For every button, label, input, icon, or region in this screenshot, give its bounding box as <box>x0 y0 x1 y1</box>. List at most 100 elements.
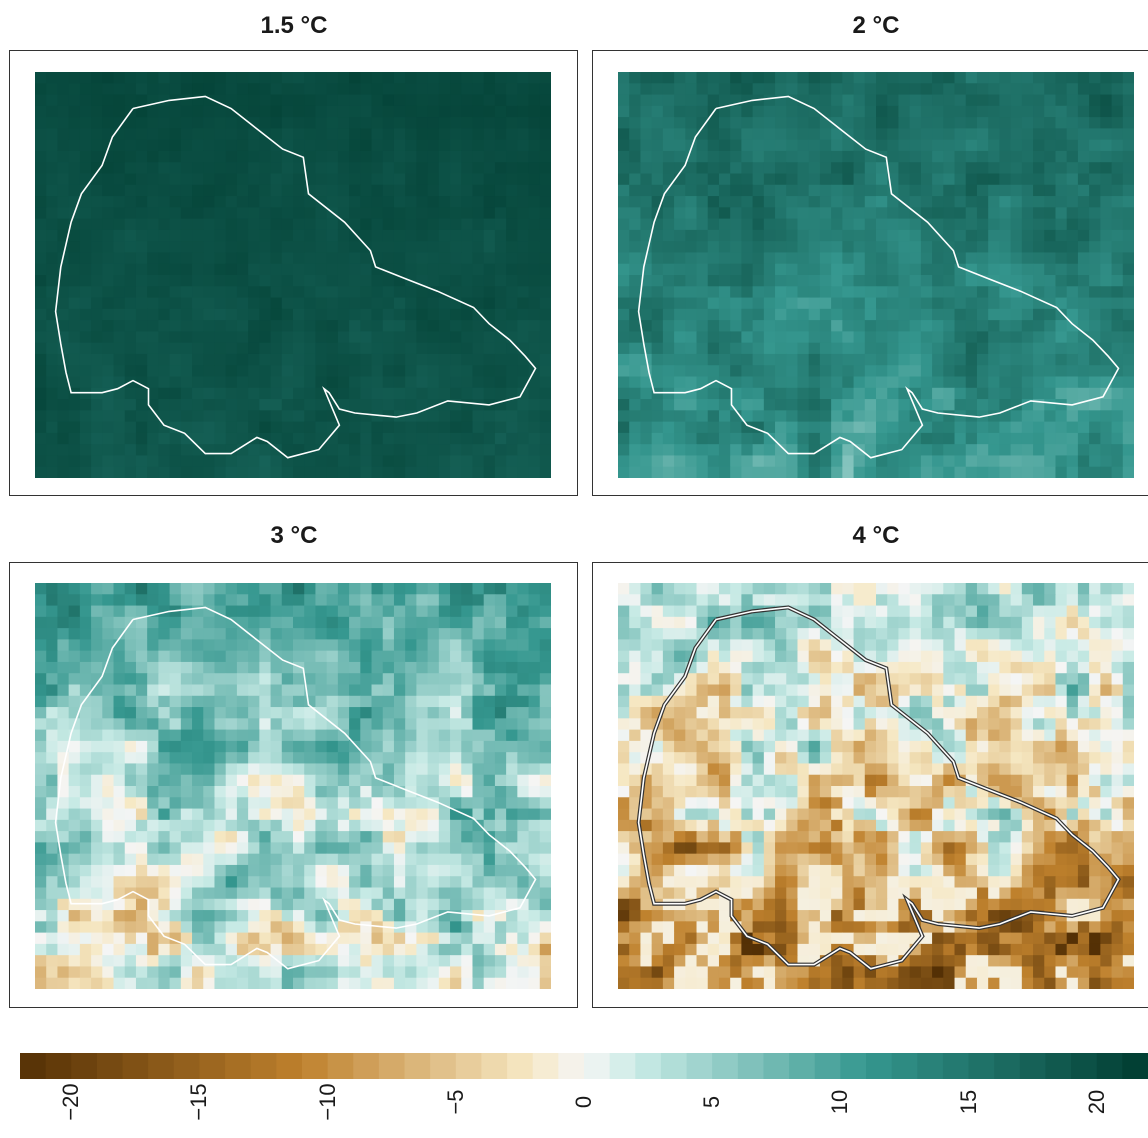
raster-cell <box>786 105 798 118</box>
raster-cell <box>718 263 731 276</box>
raster-cell <box>124 797 137 810</box>
raster-cell <box>494 83 507 96</box>
raster-cell <box>976 353 989 366</box>
raster-cell <box>1044 263 1056 276</box>
raster-cell <box>517 297 530 310</box>
raster-cell <box>405 218 417 231</box>
raster-cell <box>304 616 316 629</box>
raster-cell <box>304 139 316 152</box>
raster-cell <box>180 353 193 366</box>
raster-cell <box>539 661 551 674</box>
raster-cell <box>192 684 204 697</box>
raster-cell <box>887 162 899 174</box>
raster-cell <box>270 684 283 697</box>
raster-cell <box>651 376 664 389</box>
raster-cell <box>965 444 978 456</box>
raster-cell <box>248 639 260 652</box>
raster-cell <box>158 331 171 344</box>
raster-cell <box>225 432 238 445</box>
raster-cell <box>483 740 496 753</box>
raster-cell <box>1066 432 1079 445</box>
raster-cell <box>180 173 193 186</box>
raster-cell <box>483 695 496 708</box>
raster-cell <box>517 752 530 764</box>
raster-cell <box>483 410 496 423</box>
raster-cell <box>909 105 922 118</box>
raster-cell <box>124 173 137 186</box>
raster-cell <box>225 331 238 344</box>
raster-cell <box>1033 275 1045 287</box>
raster-cell <box>180 387 193 400</box>
raster-cell <box>259 740 272 753</box>
raster-cell <box>281 173 294 186</box>
raster-cell <box>1077 297 1090 310</box>
raster-cell <box>472 432 485 445</box>
raster-cell <box>270 320 283 332</box>
raster-cell <box>360 421 373 434</box>
raster-cell <box>158 910 171 922</box>
raster-cell <box>79 184 92 197</box>
raster-cell <box>360 932 373 945</box>
raster-cell <box>1089 444 1101 456</box>
raster-cell <box>259 432 272 445</box>
raster-cell <box>427 808 440 821</box>
raster-cell <box>158 342 171 355</box>
raster-cell <box>887 105 899 118</box>
raster-cell <box>438 117 451 129</box>
raster-cell <box>685 229 698 242</box>
raster-cell <box>102 207 115 220</box>
raster-cell <box>685 162 698 174</box>
raster-cell <box>685 353 698 366</box>
raster-cell <box>539 774 551 787</box>
raster-cell <box>270 729 283 742</box>
raster-cell <box>909 297 922 310</box>
raster-cell <box>248 320 260 332</box>
raster-cell <box>337 297 350 310</box>
raster-cell <box>225 117 238 129</box>
raster-cell <box>135 432 148 445</box>
raster-cell <box>360 887 373 900</box>
raster-cell <box>483 128 496 141</box>
raster-cell <box>382 455 395 468</box>
raster-cell <box>147 707 159 719</box>
raster-cell <box>461 729 473 742</box>
raster-cell <box>539 263 551 276</box>
raster-cell <box>147 150 159 163</box>
raster-cell <box>427 616 440 629</box>
raster-cell <box>248 117 260 129</box>
raster-cell <box>1111 128 1124 141</box>
raster-cell <box>539 117 551 129</box>
raster-cell <box>360 455 373 468</box>
raster-cell <box>797 432 810 445</box>
raster-cell <box>920 162 933 174</box>
raster-cell <box>999 320 1012 332</box>
raster-cell <box>113 808 126 821</box>
raster-cell <box>79 673 92 685</box>
raster-cell <box>887 342 899 355</box>
raster-cell <box>741 94 754 107</box>
raster-cell <box>864 275 877 287</box>
raster-cell <box>337 466 350 478</box>
raster-cell <box>1077 139 1090 152</box>
raster-cell <box>68 139 81 152</box>
raster-cell <box>158 320 171 332</box>
raster-cell <box>876 353 888 366</box>
raster-cell <box>393 695 406 708</box>
raster-cell <box>674 342 686 355</box>
raster-cell <box>236 207 249 220</box>
raster-cell <box>909 399 922 411</box>
raster-cell <box>853 218 866 231</box>
raster-cell <box>640 331 653 344</box>
raster-cell <box>1066 387 1079 400</box>
raster-cell <box>1100 241 1113 253</box>
raster-cell <box>1010 455 1023 468</box>
raster-cell <box>180 252 193 265</box>
raster-cell <box>932 184 944 197</box>
raster-cell <box>438 387 451 400</box>
raster-cell <box>640 128 653 141</box>
raster-cell <box>57 876 70 888</box>
raster-cell <box>416 583 429 595</box>
raster-cell <box>79 932 92 945</box>
raster-cell <box>685 196 698 208</box>
raster-cell <box>416 729 429 742</box>
